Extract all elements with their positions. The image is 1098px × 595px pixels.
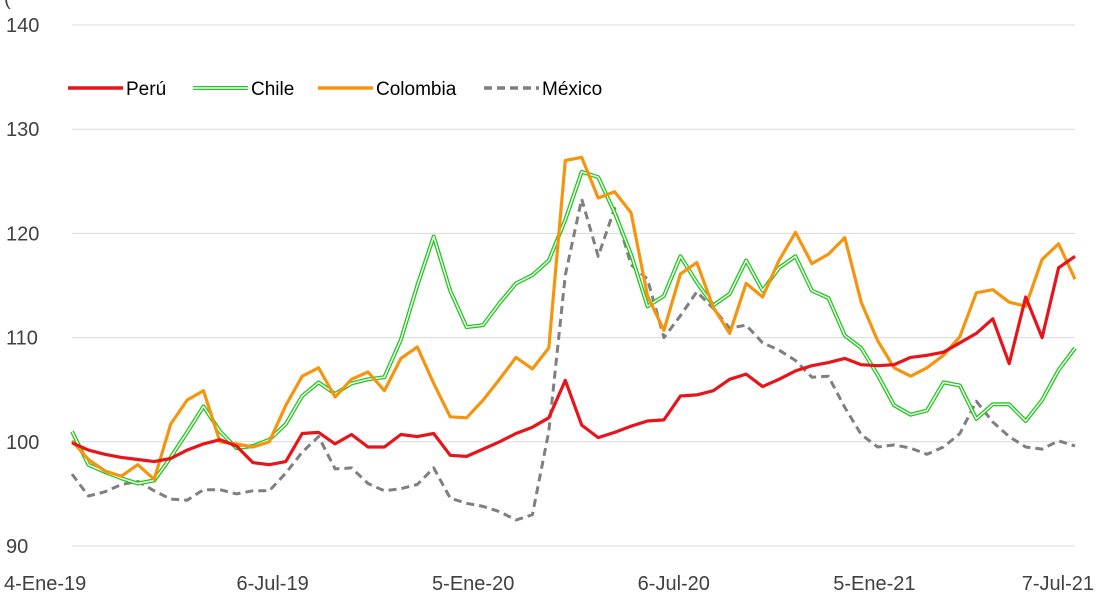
legend-label-peru: Perú bbox=[126, 79, 166, 100]
series-line-chile-outer bbox=[70, 169, 1077, 486]
x-axis-tick-labels: 4-Ene-19 6-Jul-19 5-Ene-20 6-Jul-20 5-Ene-21… bbox=[4, 573, 1094, 595]
series-line-chile-inner bbox=[71, 171, 1076, 485]
y-tick-label: 90 bbox=[6, 536, 28, 558]
x-tick-label: 4-Ene-19 bbox=[4, 573, 86, 595]
y-tick-label: 110 bbox=[6, 328, 38, 350]
legend-label-chile: Chile bbox=[251, 79, 294, 100]
x-tick-label: 6-Jul-20 bbox=[638, 573, 710, 595]
x-tick-label: 7-Jul-21 bbox=[1022, 573, 1094, 595]
y-axis-tick-labels: 90 100 110 120 130 140 bbox=[6, 15, 39, 558]
x-tick-label: 6-Jul-19 bbox=[236, 573, 308, 595]
gridlines bbox=[72, 24, 1075, 547]
y-tick-label: 140 bbox=[6, 15, 39, 37]
series-line-peru bbox=[71, 254, 1076, 467]
series-line-colombia bbox=[70, 155, 1077, 481]
series-line-mexico bbox=[70, 197, 1076, 522]
legend-label-colombia: Colombia bbox=[376, 79, 457, 100]
x-tick-label: 5-Ene-21 bbox=[833, 573, 915, 595]
y-tick-label: 100 bbox=[6, 432, 39, 454]
title-fragment: ( bbox=[4, 0, 11, 10]
y-tick-label: 130 bbox=[6, 119, 39, 141]
legend-label-mexico: México bbox=[542, 79, 602, 100]
x-tick-label: 5-Ene-20 bbox=[432, 573, 514, 595]
y-tick-label: 120 bbox=[6, 223, 39, 245]
series-lines bbox=[70, 155, 1077, 522]
legend: Perú Chile Colombia México bbox=[68, 79, 602, 100]
